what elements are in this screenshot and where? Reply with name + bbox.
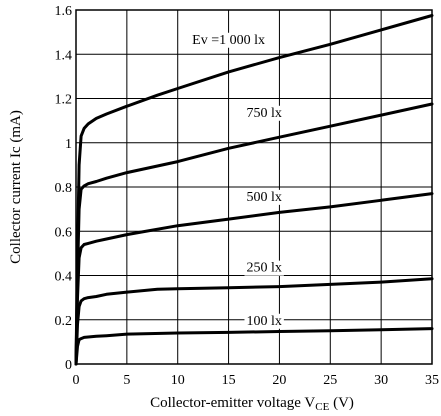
curve-label-background: [244, 105, 284, 121]
y-tick-label: 0.2: [55, 314, 73, 329]
series-line: [74, 14, 434, 366]
series-lines: [74, 14, 434, 366]
x-tick-label: 5: [123, 373, 130, 388]
curve-label: 500 lx: [244, 189, 284, 205]
curve-label-background: [244, 260, 284, 276]
x-tick-label: 30: [374, 373, 388, 388]
curve-label-text: 750 lx: [246, 106, 281, 121]
x-tick-label: 25: [323, 373, 337, 388]
curve-label: Ev =1 000 lx: [190, 32, 267, 48]
y-tick-label: 0.8: [55, 181, 73, 196]
y-tick-label: 1.4: [55, 48, 73, 63]
series-line: [74, 327, 434, 366]
y-tick-labels: 0 0.2 0.4 0.6 0.8 1 1.2 1.4 1.6: [55, 4, 73, 373]
x-tick-label: 35: [425, 373, 439, 388]
curve-label-text: 250 lx: [246, 261, 281, 276]
x-axis-title: Collector-emitter voltage VCE (V): [150, 395, 354, 413]
x-tick-label: 10: [171, 373, 185, 388]
plot-frame: [75, 9, 433, 365]
x-tick-label: 0: [73, 373, 80, 388]
curve-label-background: [190, 32, 267, 48]
curve-label: 100 lx: [244, 313, 284, 329]
y-tick-label: 0: [65, 358, 72, 373]
series-line: [74, 102, 434, 366]
curve-label-text: 100 lx: [246, 314, 281, 329]
y-tick-label: 1.6: [55, 4, 73, 19]
x-tick-label: 15: [222, 373, 236, 388]
curve-label-text: 500 lx: [246, 190, 281, 205]
grid-lines: [76, 10, 432, 364]
x-tick-label: 20: [272, 373, 286, 388]
curve-label-background: [244, 189, 284, 205]
x-tick-labels: 0 5 10 15 20 25 30 35: [73, 373, 440, 388]
curve-labels: Ev =1 000 lx 750 lx 500 lx 250 lx 100 lx: [190, 32, 284, 329]
y-tick-label: 1: [65, 137, 72, 152]
series-line: [74, 277, 434, 366]
curve-label-background: [244, 313, 284, 329]
curve-label: 750 lx: [244, 105, 284, 121]
series-line: [74, 192, 434, 366]
y-tick-label: 0.6: [55, 225, 73, 240]
y-axis-title: Collector current Ic (mA): [8, 110, 24, 264]
y-tick-label: 0.4: [55, 270, 73, 285]
curve-label: 250 lx: [244, 260, 284, 276]
curve-label-text: Ev =1 000 lx: [192, 33, 265, 48]
y-tick-label: 1.2: [55, 93, 73, 108]
